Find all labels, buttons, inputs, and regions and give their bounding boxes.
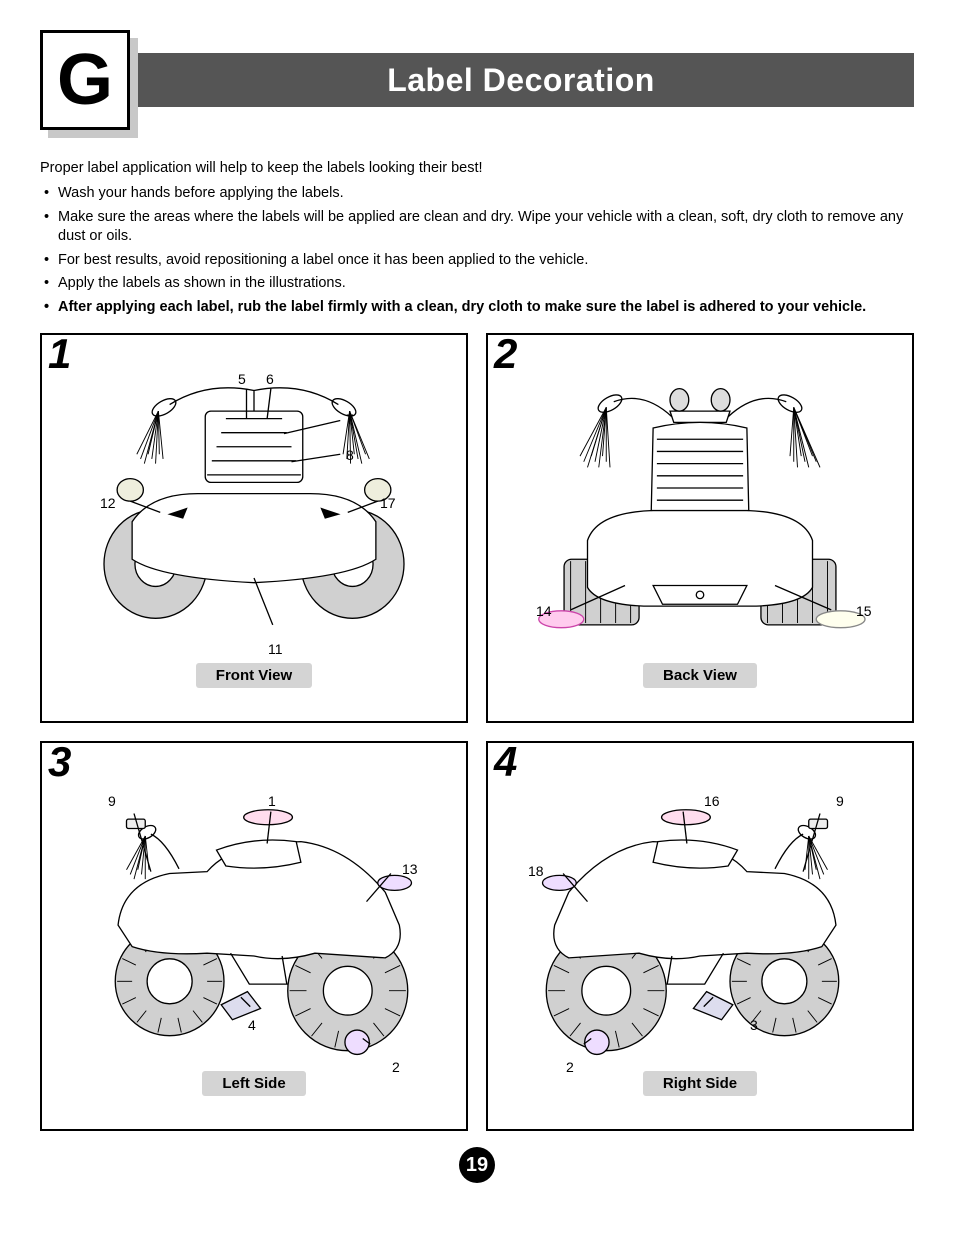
callout-number: 3 bbox=[750, 1017, 758, 1033]
panel-caption: Left Side bbox=[202, 1071, 305, 1096]
panel-diagram: 1691832 bbox=[496, 751, 904, 1071]
callout-number: 17 bbox=[380, 495, 396, 511]
callout-number: 9 bbox=[836, 793, 844, 809]
callout-number: 16 bbox=[704, 793, 720, 809]
callout-number: 9 bbox=[108, 793, 116, 809]
callout-number: 4 bbox=[248, 1017, 256, 1033]
section-letter: G bbox=[40, 30, 130, 130]
right-side-diagram bbox=[510, 761, 890, 1061]
callout-number: 18 bbox=[528, 863, 544, 879]
instruction-item: Make sure the areas where the labels wil… bbox=[44, 208, 914, 247]
callout-number: 5 bbox=[238, 371, 246, 387]
panel-caption: Back View bbox=[643, 663, 757, 688]
back-view-diagram bbox=[510, 353, 890, 653]
header: G Label Decoration bbox=[40, 30, 914, 130]
panel-diagram: 911342 bbox=[50, 751, 458, 1071]
panel-3: 3 bbox=[40, 741, 468, 1131]
callout-number: 1 bbox=[268, 793, 276, 809]
callout-number: 8 bbox=[346, 447, 354, 463]
instruction-list: Wash your hands before applying the labe… bbox=[40, 184, 914, 317]
callout-number: 12 bbox=[100, 495, 116, 511]
callout-number: 15 bbox=[856, 603, 872, 619]
instruction-item: For best results, avoid repositioning a … bbox=[44, 251, 914, 271]
left-side-diagram bbox=[64, 761, 444, 1061]
page-number: 19 bbox=[459, 1147, 495, 1183]
page-title: Label Decoration bbox=[128, 53, 914, 107]
panel-2: 2 bbox=[486, 333, 914, 723]
panel-caption: Right Side bbox=[643, 1071, 757, 1096]
panel-diagram: 5 6 7 8 12 17 11 bbox=[50, 343, 458, 663]
callout-number: 2 bbox=[566, 1059, 574, 1075]
instruction-item: Wash your hands before applying the labe… bbox=[44, 184, 914, 204]
instruction-item: After applying each label, rub the label… bbox=[44, 298, 914, 318]
callout-number: 7 bbox=[346, 411, 354, 427]
callout-number: 13 bbox=[402, 861, 418, 877]
callout-number: 6 bbox=[266, 371, 274, 387]
intro-text: Proper label application will help to ke… bbox=[40, 160, 914, 176]
instruction-item: Apply the labels as shown in the illustr… bbox=[44, 274, 914, 294]
panel-4: 4 bbox=[486, 741, 914, 1131]
panel-caption: Front View bbox=[196, 663, 312, 688]
callout-number: 14 bbox=[536, 603, 552, 619]
callout-number: 11 bbox=[268, 641, 283, 657]
panel-1: 1 bbox=[40, 333, 468, 723]
panel-diagram: 14 15 bbox=[496, 343, 904, 663]
diagram-panels: 1 bbox=[40, 333, 914, 1131]
callout-number: 2 bbox=[392, 1059, 400, 1075]
